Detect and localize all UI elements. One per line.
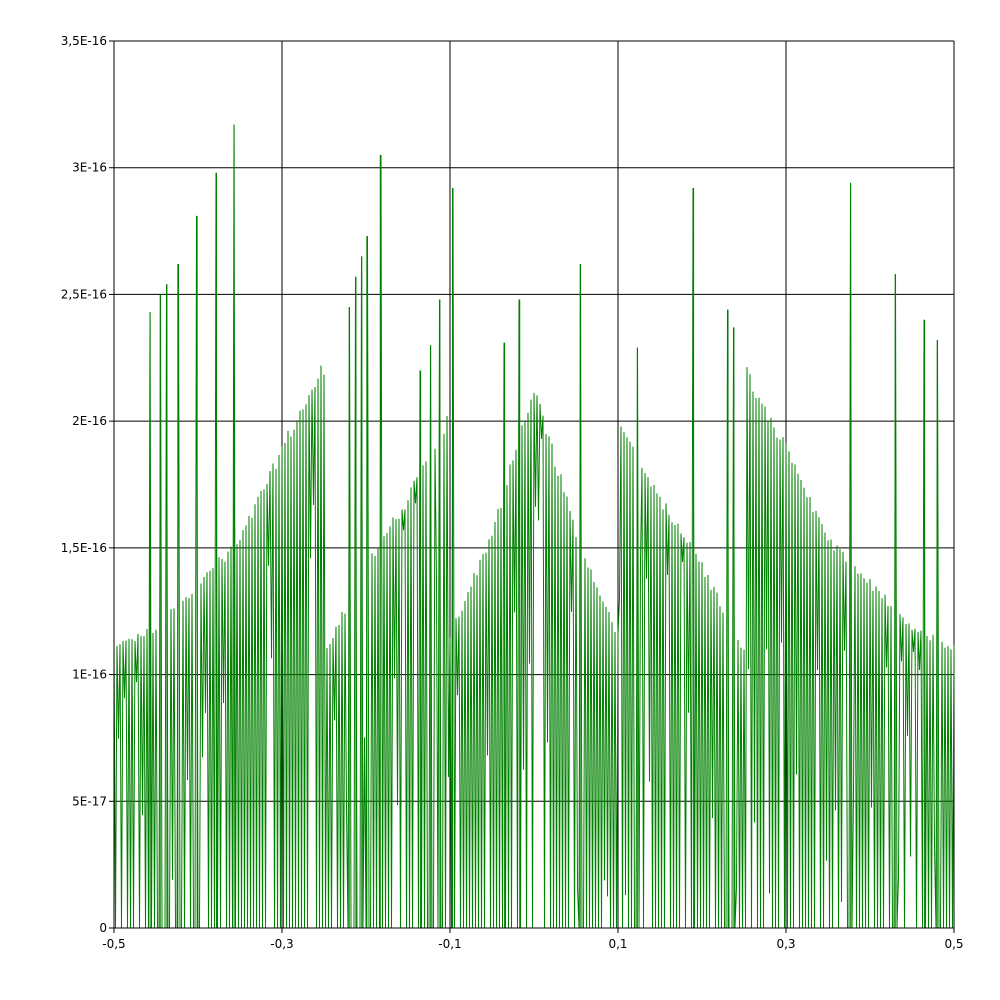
x-tick-label: -0,1 xyxy=(438,937,461,951)
x-tick-label: 0,3 xyxy=(776,937,795,951)
y-tick-label: 1E-16 xyxy=(72,668,107,682)
x-tick-label: 0,5 xyxy=(944,937,963,951)
x-tick-label: -0,3 xyxy=(270,937,293,951)
x-axis-tick-labels: -0,5 -0,3 -0,1 0,1 0,3 0,5 xyxy=(102,937,963,951)
y-tick-label: 3E-16 xyxy=(72,161,107,175)
x-tick-label: 0,1 xyxy=(608,937,627,951)
y-tick-label: 1,5E-16 xyxy=(61,541,107,555)
series-line xyxy=(113,124,955,929)
y-tick-label: 2,5E-16 xyxy=(61,287,107,301)
y-tick-label: 2E-16 xyxy=(72,414,107,428)
series-spectrum xyxy=(113,124,955,929)
y-tick-label: 0 xyxy=(99,921,107,935)
y-tick-label: 5E-17 xyxy=(72,794,107,808)
y-axis-tick-labels: 0 5E-17 1E-16 1,5E-16 2E-16 2,5E-16 3E-16 3,5E-… xyxy=(61,34,107,935)
x-tick-label: -0,5 xyxy=(102,937,125,951)
axes xyxy=(109,40,955,933)
y-tick-label: 3,5E-16 xyxy=(61,34,107,48)
